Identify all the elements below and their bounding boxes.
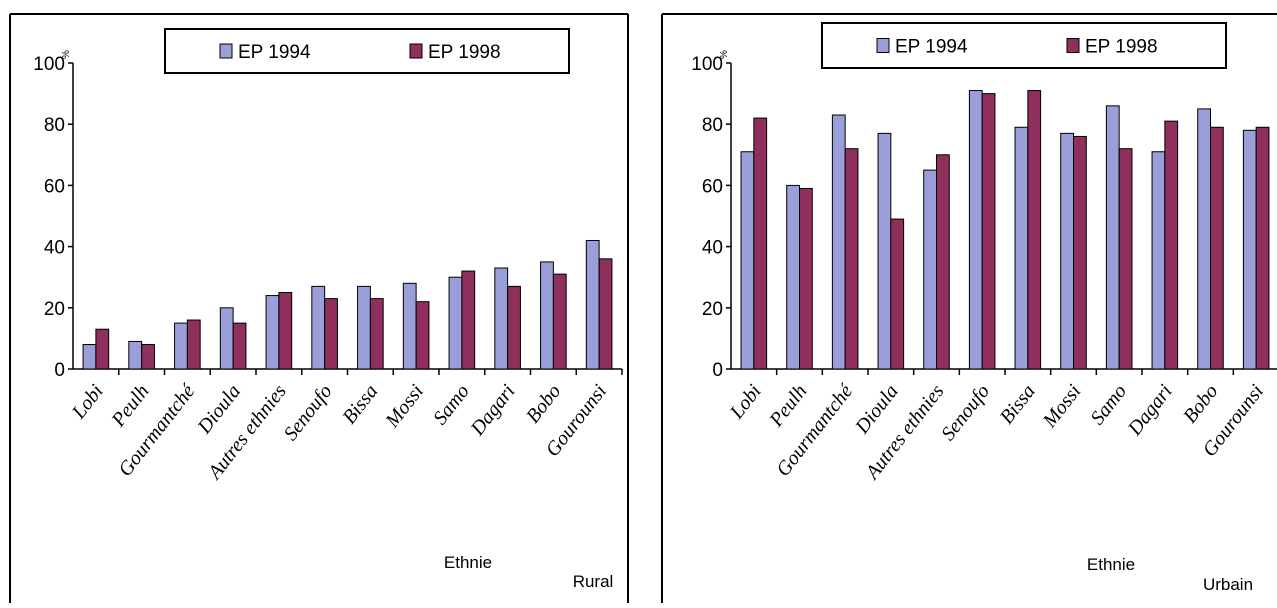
bar-ep-1998 (95, 328, 110, 370)
legend-label: EP 1994 (895, 37, 968, 58)
category-label: Bissa (338, 381, 382, 429)
category-label: Senoufo (280, 381, 337, 445)
legend-label: EP 1998 (1085, 37, 1158, 58)
bar-ep-1998 (799, 187, 813, 370)
y-tick-label: 0 (54, 360, 65, 381)
bar-ep-1998 (369, 298, 384, 370)
category-label: Lobi (725, 381, 766, 424)
bar-ep-1994 (923, 169, 938, 370)
bar-ep-1998 (890, 218, 905, 370)
bar-ep-1994 (740, 151, 755, 370)
y-tick-label: 40 (702, 238, 723, 259)
bar-ep-1994 (357, 285, 371, 370)
rural-chart-panel: 0 20 40 60 80 100% Lobi Peulh Gourmantché Dioula A… (0, 0, 638, 608)
bar-ep-1994 (128, 340, 143, 370)
bar-ep-1998 (232, 322, 247, 370)
bar-ep-1994 (540, 261, 554, 370)
category-label: Bobo (522, 381, 565, 428)
bar-ep-1998 (278, 292, 293, 370)
bar-ep-1998 (507, 285, 521, 370)
y-unit-label: % (61, 50, 72, 59)
category-label: Samo (1086, 381, 1131, 430)
y-tick-label: 20 (44, 299, 65, 320)
bar-ep-1998 (552, 273, 567, 370)
panel-label: Urbain (1203, 575, 1253, 594)
category-label: Samo (429, 381, 474, 430)
y-tick-label: 60 (44, 176, 65, 197)
bar-ep-1998 (1255, 126, 1270, 370)
panel-label: Rural (573, 572, 614, 591)
category-label: Lobi (67, 381, 108, 424)
y-tick-label: 60 (702, 176, 723, 197)
legend-label: EP 1998 (428, 42, 501, 63)
y-tick-label: 20 (702, 299, 723, 320)
bar-ep-1998 (1210, 126, 1224, 370)
legend-label: EP 1994 (238, 42, 311, 63)
legend-swatch (876, 38, 890, 53)
category-label: Peulh (107, 381, 154, 432)
bar-ep-1998 (981, 93, 996, 370)
y-tick-label: 80 (44, 115, 65, 136)
bar-ep-1994 (1014, 126, 1029, 370)
category-label: Bissa (996, 381, 1040, 429)
bar-ep-1994 (82, 344, 97, 370)
bar-ep-1998 (415, 301, 430, 370)
bar-ep-1994 (968, 90, 983, 370)
bar-ep-1994 (1197, 108, 1211, 370)
y-tick-label: 40 (44, 238, 65, 259)
bar-ep-1994 (448, 276, 463, 370)
bar-ep-1998 (844, 148, 859, 370)
bar-ep-1994 (265, 295, 280, 370)
category-label: Dagari (1123, 381, 1177, 441)
legend-swatch (409, 43, 423, 59)
bar-ep-1994 (1105, 105, 1120, 370)
bar-ep-1998 (324, 298, 338, 370)
bar-ep-1998 (753, 117, 768, 370)
urbain-chart-panel: 0 20 40 60 80 100% Lobi Peulh Gourmantché Dioula A… (639, 0, 1277, 608)
bar-ep-1998 (1164, 120, 1179, 370)
x-axis-label: Ethnie (444, 553, 492, 572)
category-label: Dagari (466, 381, 520, 441)
x-axis-label: Ethnie (1087, 555, 1135, 574)
legend-swatch (219, 43, 233, 59)
bar-ep-1998 (461, 270, 476, 370)
bar-ep-1994 (174, 322, 188, 370)
bar-ep-1994 (402, 282, 417, 370)
bar-ep-1998 (598, 258, 613, 370)
bar-ep-1998 (141, 344, 155, 370)
bar-ep-1994 (494, 267, 509, 370)
bar-ep-1998 (936, 154, 950, 370)
category-label: Mossi (1038, 381, 1085, 433)
category-label: Bobo (1179, 381, 1222, 428)
bar-ep-1994 (1060, 132, 1075, 370)
bar-ep-1998 (186, 319, 201, 370)
category-label: Senoufo (937, 381, 994, 445)
bar-ep-1994 (219, 307, 234, 370)
y-unit-label: % (719, 50, 730, 59)
bar-ep-1994 (877, 132, 892, 370)
y-tick-label: 0 (712, 360, 723, 381)
bar-ep-1994 (831, 114, 846, 370)
bar-ep-1994 (1151, 151, 1166, 370)
category-label: Peulh (765, 381, 812, 432)
bar-ep-1994 (311, 285, 326, 370)
bar-ep-1994 (585, 239, 600, 370)
category-label: Mossi (381, 381, 428, 433)
bar-ep-1998 (1118, 148, 1133, 370)
bar-ep-1998 (1073, 135, 1087, 370)
bar-ep-1998 (1027, 90, 1042, 370)
legend-swatch (1066, 38, 1080, 53)
bar-ep-1994 (786, 184, 800, 370)
y-tick-label: 100 (691, 54, 723, 75)
y-tick-label: 100 (33, 54, 65, 75)
y-tick-label: 80 (702, 115, 723, 136)
bar-ep-1994 (1242, 129, 1257, 370)
